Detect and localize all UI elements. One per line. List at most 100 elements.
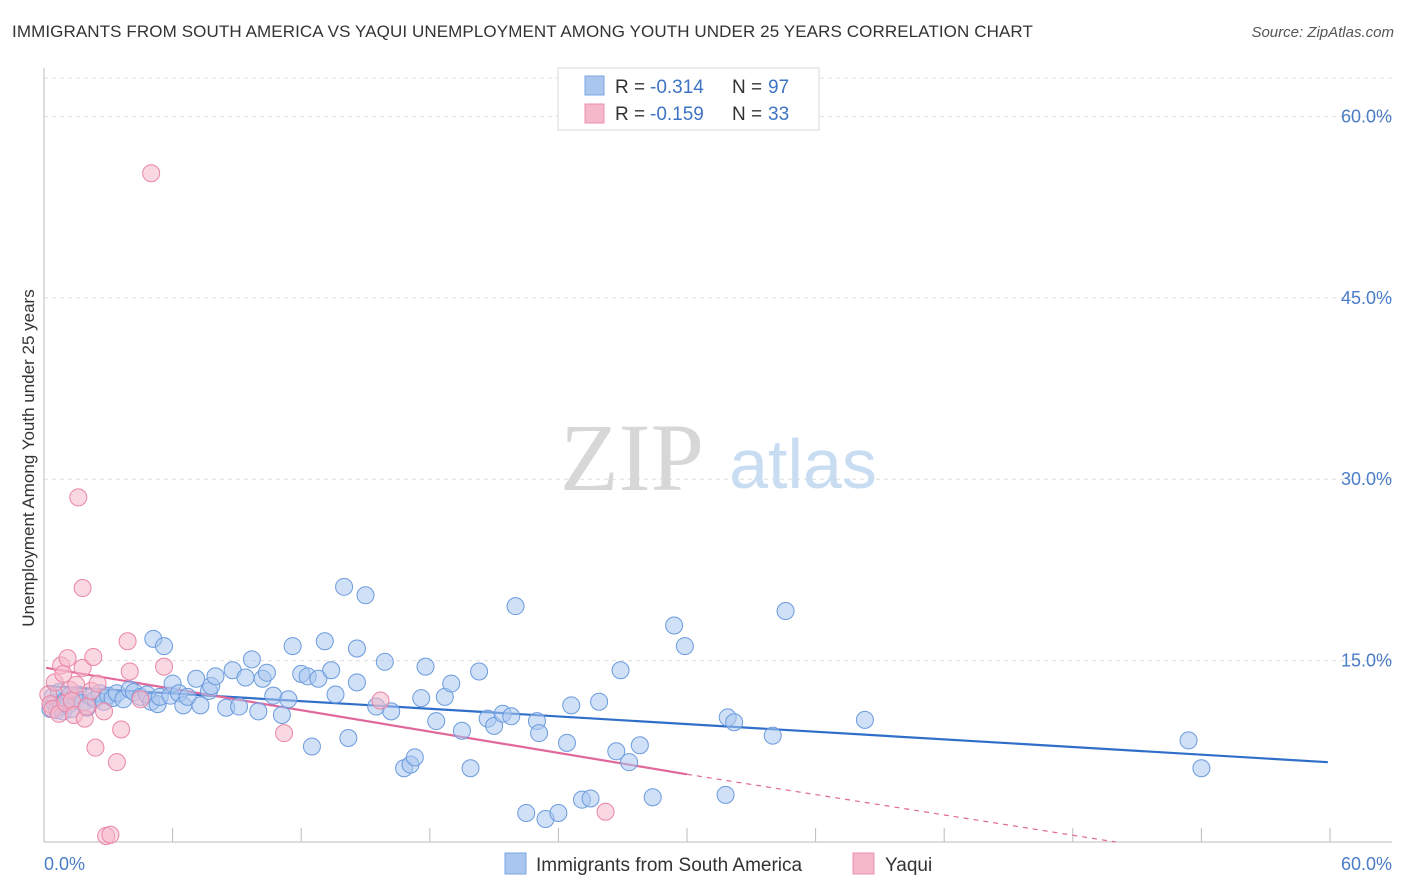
data-point	[302, 737, 321, 756]
data-point	[371, 691, 390, 710]
legend-n-label-2: N =	[732, 104, 762, 125]
data-point	[335, 577, 354, 596]
data-point	[347, 673, 366, 692]
legend-swatch-yaqui	[584, 103, 605, 124]
y-tick-label: 45.0%	[1341, 288, 1392, 308]
data-point	[347, 639, 366, 658]
data-point	[257, 663, 276, 682]
data-point	[643, 788, 662, 807]
watermark-atlas: atlas	[729, 425, 877, 503]
chart-title: IMMIGRANTS FROM SOUTH AMERICA VS YAQUI U…	[12, 22, 1033, 41]
data-point	[665, 616, 684, 635]
data-point	[855, 710, 874, 729]
data-point	[607, 742, 626, 761]
data-point	[206, 667, 225, 686]
data-point	[283, 637, 302, 656]
data-point	[120, 662, 139, 681]
watermark: ZIP atlas	[560, 404, 877, 511]
legend-n-label-1: N =	[732, 77, 762, 98]
source-label: Source: ZipAtlas.com	[1251, 24, 1394, 41]
legend-r-label-2: R =	[615, 104, 645, 125]
data-point	[118, 632, 137, 651]
data-point	[178, 687, 197, 706]
data-point	[596, 802, 615, 821]
data-point	[442, 674, 461, 693]
data-point	[322, 661, 341, 680]
data-point	[191, 696, 210, 715]
data-point	[230, 697, 249, 716]
data-point	[1192, 759, 1211, 778]
data-point	[326, 685, 345, 704]
trend-line-yaqui	[45, 666, 688, 776]
x-tick-label: 0.0%	[44, 854, 85, 874]
series-immigrants-points	[41, 577, 1211, 829]
data-point	[73, 579, 92, 598]
data-point	[84, 647, 103, 666]
data-point	[581, 789, 600, 808]
data-point	[275, 724, 294, 743]
data-point	[590, 692, 609, 711]
data-point	[249, 702, 268, 721]
data-point	[112, 720, 131, 739]
data-point	[309, 669, 328, 688]
legend-label-immigrants: Immigrants from South America	[536, 855, 803, 876]
y-tick-label: 15.0%	[1341, 651, 1392, 671]
legend-n-value-1: 97	[768, 77, 789, 98]
data-point	[69, 488, 88, 507]
data-point	[356, 586, 375, 605]
trend-line-immigrants	[46, 684, 1328, 764]
correlation-legend: R = -0.314 N = 97 R = -0.159 N = 33	[557, 67, 820, 131]
data-point	[725, 713, 744, 732]
legend-r-label-1: R =	[615, 77, 645, 98]
data-point	[272, 706, 291, 725]
data-point	[506, 597, 525, 616]
data-point	[339, 728, 358, 747]
data-point	[763, 726, 782, 745]
data-point	[562, 696, 581, 715]
data-point	[416, 657, 435, 676]
trend-lines	[45, 666, 1328, 843]
data-points	[39, 164, 1211, 845]
data-point	[67, 675, 86, 694]
data-point	[101, 825, 120, 844]
data-point	[776, 602, 795, 621]
data-point	[549, 803, 568, 822]
data-point	[675, 637, 694, 656]
data-point	[187, 669, 206, 688]
legend-label-yaqui: Yaqui	[885, 855, 932, 876]
legend-n-value-2: 33	[768, 104, 789, 125]
y-tick-label: 60.0%	[1341, 106, 1392, 126]
x-tick-label: 60.0%	[1341, 854, 1392, 874]
data-point	[77, 697, 96, 716]
data-point	[279, 690, 298, 709]
data-point	[95, 702, 114, 721]
gridlines	[44, 77, 1392, 662]
legend-swatch-immigrants	[504, 852, 527, 875]
y-axis-label: Unemployment Among Youth under 25 years	[19, 289, 38, 626]
data-point	[88, 674, 107, 693]
data-point	[236, 668, 255, 687]
data-point	[620, 753, 639, 772]
data-point	[382, 702, 401, 721]
data-point	[452, 721, 471, 740]
y-tick-label: 30.0%	[1341, 469, 1392, 489]
watermark-zip: ZIP	[560, 404, 704, 511]
legend-swatch-yaqui-bottom	[852, 852, 875, 875]
data-point	[502, 707, 521, 726]
data-point	[155, 637, 174, 656]
data-point	[155, 657, 174, 676]
data-point	[405, 748, 424, 767]
data-point	[242, 650, 261, 669]
data-point	[427, 712, 446, 731]
series-legend: Immigrants from South America Yaqui	[504, 852, 932, 876]
data-point	[716, 785, 735, 804]
data-point	[73, 658, 92, 677]
legend-r-value-1: -0.314	[650, 77, 704, 98]
data-point	[142, 164, 161, 183]
data-point	[630, 736, 649, 755]
data-point	[470, 662, 489, 681]
tick-labels: 15.0% 30.0% 45.0% 60.0% 0.0% 60.0%	[44, 106, 1392, 874]
data-point	[611, 661, 630, 680]
legend-swatch-south-america	[584, 75, 605, 96]
